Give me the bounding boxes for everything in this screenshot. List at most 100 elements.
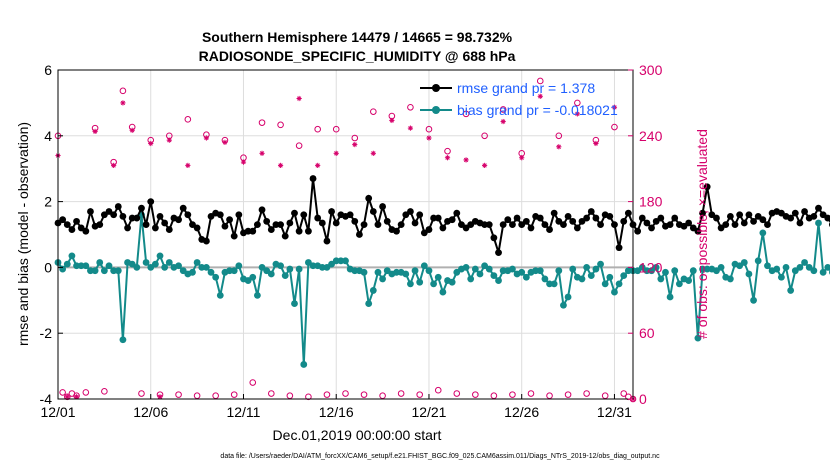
bias-point: [379, 275, 386, 283]
obs-evaluated-stroke: [204, 135, 209, 141]
bias-point: [207, 268, 215, 276]
obs-possible-marker: [620, 390, 628, 397]
rmse-point: [369, 208, 377, 215]
bias-point: [536, 267, 544, 275]
obs-possible-marker: [499, 106, 507, 113]
rmse-point: [801, 208, 808, 215]
rmse-point: [731, 221, 739, 229]
bias-point: [411, 267, 419, 275]
obs-evaluated-stroke: [426, 135, 432, 141]
obs-evaluated-marker: [444, 155, 451, 161]
bias-point: [235, 262, 243, 270]
rmse-point: [309, 175, 317, 182]
rmse-point: [323, 237, 331, 245]
bias-point: [277, 262, 284, 270]
rmse-point: [295, 227, 303, 235]
obs-possible-marker: [175, 391, 182, 398]
rmse-point: [810, 213, 818, 220]
bias-point: [420, 262, 428, 270]
obs-possible-marker: [555, 132, 563, 140]
rmse-point: [736, 211, 744, 219]
obs-possible-marker: [472, 391, 479, 398]
bias-point: [291, 300, 298, 307]
bias-point: [407, 280, 414, 288]
obs-evaluated-marker: [240, 159, 247, 165]
rmse-point: [142, 221, 150, 229]
obs-evaluated-stroke: [222, 140, 228, 145]
bias-series: [54, 211, 830, 368]
bias-point: [745, 270, 753, 278]
bias-point: [151, 260, 159, 268]
bias-point: [694, 334, 702, 342]
obs-possible-marker: [444, 147, 451, 155]
rmse-point: [564, 213, 572, 220]
bias-point: [286, 265, 294, 273]
y-axis-label: rmse and bias (model - observation): [15, 122, 31, 346]
rmse-point: [722, 221, 730, 229]
bias-point: [133, 264, 141, 271]
obs-count-markers: [54, 77, 637, 403]
rmse-point: [583, 214, 591, 222]
rmse-point: [439, 224, 447, 232]
bias-point: [253, 291, 261, 299]
rmse-point: [504, 216, 512, 224]
x-tick-label: 12/11: [226, 404, 260, 420]
obs-possible-marker: [509, 391, 516, 398]
bias-point: [416, 278, 424, 286]
obs-possible-marker: [360, 391, 368, 398]
rmse-point: [411, 219, 419, 227]
obs-evaluated-marker: [352, 141, 358, 148]
obs-possible-marker: [481, 132, 488, 140]
rmse-point: [726, 213, 734, 220]
bias-point: [652, 264, 660, 271]
bias-point: [342, 257, 349, 265]
bias-point: [815, 219, 822, 227]
rmse-point: [267, 226, 275, 233]
rmse-point: [249, 227, 257, 235]
rmse-point: [713, 214, 720, 222]
bias-point: [439, 288, 447, 296]
bias-point: [119, 336, 127, 344]
rmse-series: [54, 175, 830, 256]
legend-bias-marker: [432, 106, 440, 114]
rmse-point: [485, 221, 493, 229]
obs-possible-marker: [277, 121, 284, 129]
rmse-point: [156, 213, 164, 220]
rmse-point: [685, 219, 693, 227]
obs-evaluated-stroke: [334, 151, 339, 156]
obs-evaluated-marker: [426, 135, 432, 141]
bias-point: [369, 287, 377, 294]
chart-subtitle: RADIOSONDE_SPECIFIC_HUMIDITY @ 688 hPa: [199, 48, 516, 64]
obs-evaluated-marker: [157, 394, 163, 400]
rmse-point: [235, 211, 243, 219]
obs-possible-marker: [305, 393, 312, 401]
rmse-point: [824, 214, 830, 222]
obs-evaluated-marker: [556, 144, 562, 150]
rmse-point: [541, 221, 549, 229]
rmse-point: [671, 214, 679, 222]
rmse-point: [407, 208, 414, 215]
x-axis-ticks: 12/01 12/06 12/11 12/16 12/21 12/26 12/31: [40, 394, 632, 420]
bias-point: [824, 264, 830, 271]
y-tick-label: -4: [40, 391, 53, 407]
rmse-point: [114, 203, 122, 210]
bias-point: [541, 275, 549, 283]
obs-possible-marker: [351, 134, 359, 142]
rmse-point: [657, 214, 665, 222]
bias-point: [467, 275, 475, 283]
obs-possible-marker: [101, 388, 108, 395]
obs-evaluated-stroke: [445, 155, 450, 160]
obs-possible-marker: [397, 390, 405, 397]
obs-evaluated-marker: [593, 140, 599, 147]
bias-point: [156, 252, 164, 260]
obs-evaluated-marker: [166, 137, 172, 143]
bias-point: [819, 268, 827, 276]
bias-point: [689, 267, 697, 275]
obs-evaluated-marker: [111, 162, 117, 169]
obs-evaluated-stroke: [408, 125, 413, 131]
rmse-point: [536, 214, 544, 222]
bias-point: [281, 272, 289, 280]
obs-possible-marker: [82, 389, 90, 396]
obs-possible-marker: [258, 119, 266, 126]
